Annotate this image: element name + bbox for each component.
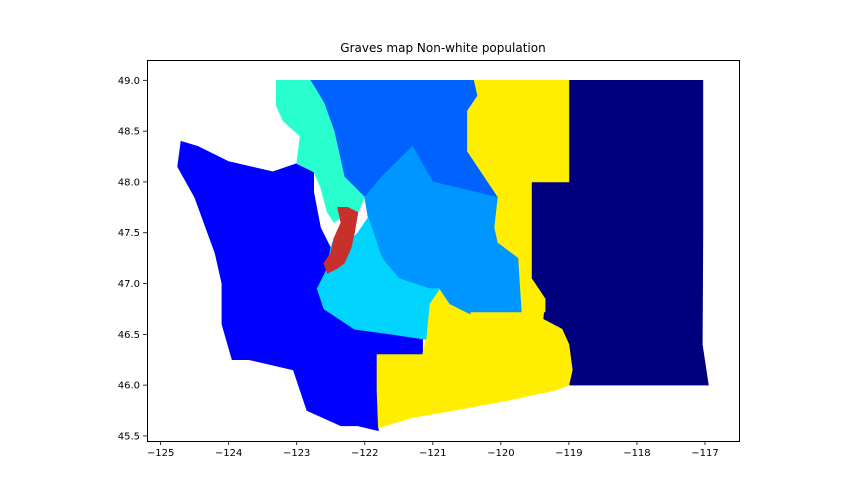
x-tick-label: −119 [555,448,582,459]
y-tick-label: 47.0 [118,279,140,290]
x-tick-label: −118 [623,448,650,459]
y-tick-label: 47.5 [118,228,140,239]
x-tick-label: −121 [419,448,446,459]
district-red-seattle [323,207,359,274]
district-turquoise-northwest [275,80,366,224]
x-tick-label: −123 [283,448,310,459]
axes-frame [147,60,740,442]
y-tick-label: 49.0 [118,76,140,87]
x-tick-label: −122 [351,448,378,459]
x-tick-label: −120 [487,448,514,459]
x-tick-label: −124 [215,448,242,459]
chart-title: Graves map Non-white population [340,41,546,55]
district-layer [177,80,709,432]
y-tick-label: 48.5 [118,127,140,138]
y-tick-label: 46.0 [118,381,140,392]
x-tick-label: −117 [691,448,718,459]
y-axis: 45.5 46.0 46.5 47.0 47.5 48.0 48.5 49.0 [118,76,147,442]
y-tick-label: 48.0 [118,177,140,188]
x-tick-label: −125 [147,448,174,459]
x-axis: −125 −124 −123 −122 −121 −120 −119 −118 −117 [147,441,719,459]
y-tick-label: 46.5 [118,330,140,341]
y-tick-label: 45.5 [118,431,140,442]
